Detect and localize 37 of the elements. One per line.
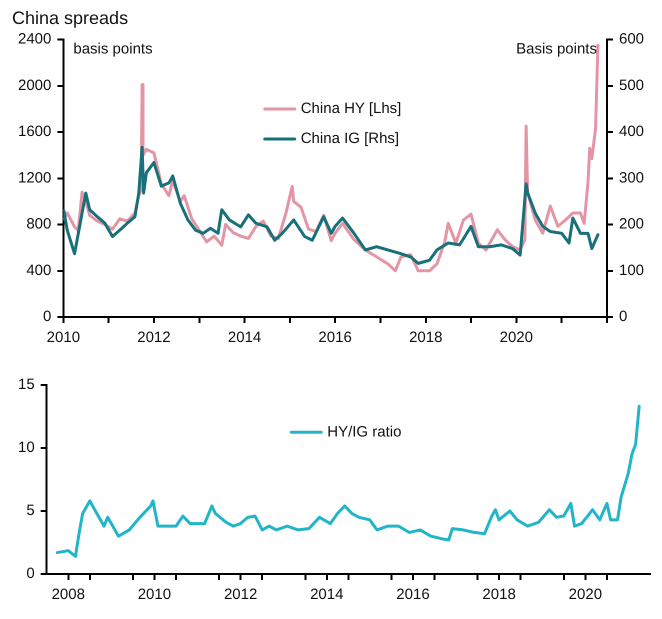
y-tick-label: 2000 xyxy=(18,76,52,94)
y-tick-label: 1600 xyxy=(18,123,52,140)
y-tick-label: 1200 xyxy=(18,169,52,186)
x-tick-label: 2020 xyxy=(568,586,602,604)
x-tick-label: 2014 xyxy=(228,329,262,346)
y-tick-label: 400 xyxy=(26,262,52,279)
y-tick-label: 10 xyxy=(18,439,35,456)
x-tick-label: 2012 xyxy=(137,329,171,346)
y-tick-label: 0 xyxy=(26,565,35,582)
x-tick-label: 2014 xyxy=(310,586,344,604)
y-tick-label: 800 xyxy=(26,216,52,233)
y-tick-label: 15 xyxy=(18,376,35,394)
x-tick-label: 2008 xyxy=(52,586,85,604)
x-tick-label: 2016 xyxy=(396,586,430,604)
y-tick-label: 5 xyxy=(26,502,35,520)
y2-tick-label: 200 xyxy=(618,216,644,233)
legend-label: China IG [Rhs] xyxy=(300,130,400,148)
x-tick-label: 2016 xyxy=(318,329,352,346)
y2-tick-label: 0 xyxy=(618,308,628,326)
x-tick-label: 2010 xyxy=(46,329,80,346)
y-axis-title: basis points xyxy=(73,40,153,58)
y2-tick-label: 300 xyxy=(618,169,644,186)
y-tick-label: 2400 xyxy=(18,30,52,48)
y2-tick-label: 400 xyxy=(618,123,644,140)
x-tick-label: 2012 xyxy=(224,586,258,604)
x-tick-label: 2018 xyxy=(409,329,442,346)
x-tick-label: 2018 xyxy=(482,586,516,604)
chart-title: China spreads xyxy=(12,8,128,28)
y2-tick-label: 500 xyxy=(618,76,644,94)
y2-axis-title: Basis points xyxy=(516,40,597,58)
legend-label: HY/IG ratio xyxy=(327,423,402,440)
x-tick-label: 2010 xyxy=(138,586,172,604)
legend-label: China HY [Lhs] xyxy=(300,100,402,118)
y2-tick-label: 100 xyxy=(618,262,644,279)
y-tick-label: 0 xyxy=(43,308,52,326)
x-tick-label: 2020 xyxy=(500,329,533,346)
y2-tick-label: 600 xyxy=(618,30,644,48)
